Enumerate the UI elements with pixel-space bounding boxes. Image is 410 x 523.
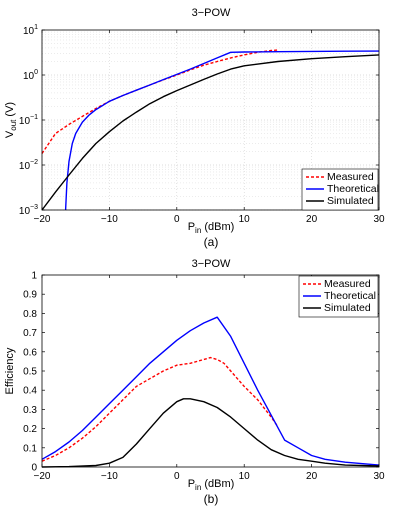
chart-a-series-group	[41, 49, 380, 211]
chart-b-y-tick-label: 0	[31, 463, 37, 474]
chart-b-y-tick-label: 0.3	[23, 405, 37, 416]
chart-b-x-tick-label: 20	[306, 471, 318, 482]
chart-b-series-measured	[41, 356, 279, 462]
chart-b-y-tick-label: 0.6	[23, 347, 37, 358]
chart-a-title: 3−POW	[192, 7, 231, 19]
chart-b-x-tick-label: −20	[34, 471, 51, 482]
chart-b-y-tick-label: 0.5	[23, 367, 37, 378]
chart-b-y-tick-label: 1	[31, 271, 37, 282]
chart-b-series-group	[41, 316, 380, 468]
chart-b-y-tick-label: 0.1	[23, 443, 37, 454]
chart-b-y-tick-label: 0.4	[23, 386, 37, 397]
chart-a-y-ticks: 101 100 10−1 10−2 10−3	[19, 24, 379, 217]
chart-a-legend-label-simulated: Simulated	[327, 195, 374, 207]
chart-b-y-tick-label: 0.7	[23, 328, 37, 339]
chart-a-x-tick-label: 0	[174, 214, 180, 225]
chart-b-y-label: Efficiency	[4, 347, 16, 394]
chart-a-y-tick-label: 10−3	[19, 204, 38, 217]
chart-b-legend-label-simulated: Simulated	[324, 302, 371, 314]
chart-a-series-theoretical	[64, 50, 380, 211]
chart-b-series-simulated	[41, 398, 380, 468]
chart-b-legend-label-measured: Measured	[324, 278, 371, 290]
chart-a-x-tick-label: −10	[101, 214, 118, 225]
chart-a-y-tick-label: 10−1	[19, 114, 38, 127]
chart-a-series-measured	[41, 49, 278, 154]
chart-a-x-tick-label: 20	[306, 214, 318, 225]
chart-b: 3−POW −20 −10 0 10 20 30 00.10.20.30.40.50.60…	[4, 258, 385, 506]
chart-a: 3−POW −20 −10 0 10 20 30 101 100 10−1 10−2 10−3 P…	[4, 7, 385, 249]
chart-b-y-tick-label: 0.2	[23, 424, 37, 435]
chart-b-y-tick-label: 0.8	[23, 309, 37, 320]
chart-b-y-ticks: 0 0.1 0.2 0.3 0.4 0.5 0.6 0.7 0.8 0.9 1	[23, 271, 379, 474]
chart-b-x-tick-label: 30	[373, 471, 385, 482]
chart-a-y-tick-label: 100	[23, 69, 38, 82]
chart-a-x-tick-label: 10	[239, 214, 251, 225]
chart-b-series-theoretical	[41, 316, 380, 466]
chart-a-x-tick-label: −20	[34, 214, 51, 225]
chart-a-legend-label-theoretical: Theoretical	[327, 183, 379, 195]
chart-b-title: 3−POW	[192, 258, 231, 270]
chart-a-x-label: Pin (dBm)	[188, 221, 235, 235]
chart-b-x-label: Pin (dBm)	[188, 478, 235, 492]
chart-a-panel-label: (a)	[204, 235, 219, 249]
chart-a-legend-label-measured: Measured	[327, 171, 374, 183]
chart-b-y-tick-label: 0.9	[23, 290, 37, 301]
chart-a-x-ticks: −20 −10 0 10 20 30	[34, 30, 385, 225]
chart-a-y-label: Vout (V)	[4, 102, 18, 138]
chart-b-x-tick-label: 10	[239, 471, 251, 482]
chart-a-x-tick-label: 30	[373, 214, 385, 225]
chart-b-x-ticks: −20 −10 0 10 20 30	[34, 275, 385, 482]
chart-b-x-tick-label: −10	[101, 471, 118, 482]
chart-b-panel-label: (b)	[204, 492, 219, 506]
chart-a-series-simulated	[41, 54, 380, 211]
chart-a-y-tick-label: 101	[23, 24, 38, 37]
chart-a-y-tick-label: 10−2	[19, 159, 38, 172]
chart-a-grid	[41, 30, 380, 211]
chart-b-legend-label-theoretical: Theoretical	[324, 290, 376, 302]
chart-b-x-tick-label: 0	[174, 471, 180, 482]
